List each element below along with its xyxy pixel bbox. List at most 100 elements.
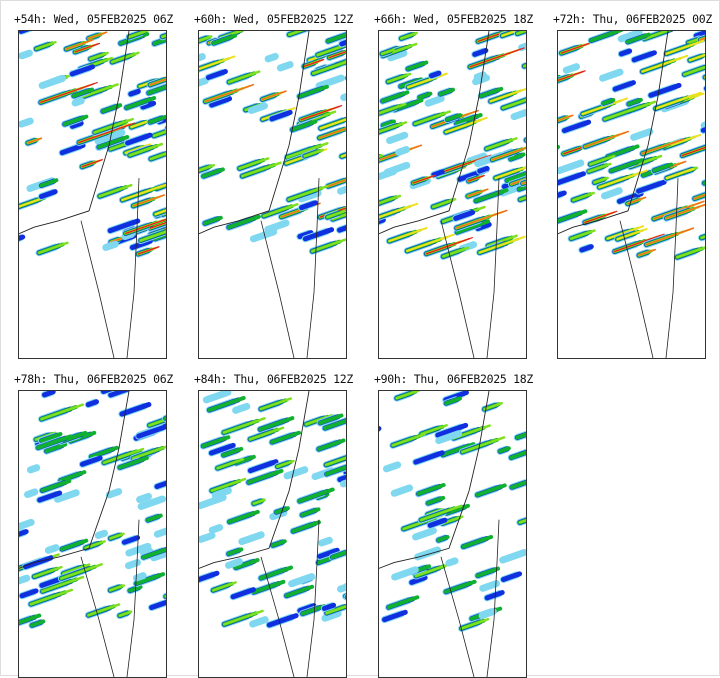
precip-band [480,168,487,171]
precip-band [208,71,225,77]
precip-band [399,150,407,153]
precip-band [19,578,27,581]
precip-band [428,99,441,104]
panel-title: +78h: Thu, 06FEB2025 06Z [14,372,173,386]
precip-band [340,477,346,480]
precip-band [287,470,305,476]
precip-band [251,106,264,111]
precip-band [522,44,526,47]
precip-band [449,561,455,563]
precip-band [75,101,81,103]
precip-band [386,465,397,469]
precip-band [582,247,592,250]
panel-title: +84h: Thu, 06FEB2025 12Z [194,372,353,386]
precip-band [201,536,212,540]
precip-band [19,522,31,528]
precip-band [322,540,330,543]
precip-band [704,120,705,125]
precipitation-map [18,390,167,678]
precip-band [344,89,346,97]
precip-band [585,132,628,147]
precip-band [341,587,346,589]
precip-band [128,563,137,566]
precip-band [647,228,694,244]
precip-band [137,576,144,578]
precip-band [621,51,629,54]
precip-band [342,41,346,44]
precip-band [324,605,333,608]
precip-band [615,83,633,89]
precip-band [228,562,239,566]
precip-band [268,56,275,59]
precip-band [253,232,273,239]
precip-band [434,172,443,175]
precipitation-map [18,30,167,359]
precip-band [585,211,617,222]
precip-band [341,188,346,191]
precip-band [42,78,62,85]
precip-band [431,73,439,76]
panel-title: +90h: Thu, 06FEB2025 18Z [374,372,533,386]
border-line [666,178,678,358]
precip-band [302,509,318,515]
precip-band [28,492,35,495]
border-line [487,178,499,358]
border-line [261,221,294,358]
precip-band [199,81,205,84]
precip-band [88,402,96,405]
precip-band [487,593,502,598]
precip-band [199,57,202,62]
precip-band [72,67,92,74]
precip-band [233,590,253,597]
precip-band [88,604,119,615]
precip-band [21,121,30,124]
precip-band [62,145,83,152]
panel-title: +60h: Wed, 05FEB2025 12Z [194,12,353,26]
precip-band [109,492,118,495]
panel-title: +72h: Thu, 06FEB2025 00Z [553,12,712,26]
precip-band [253,620,266,624]
precip-band [42,405,83,419]
precip-band [215,491,228,496]
precip-band [605,107,641,119]
precip-band [157,527,166,535]
precip-band [260,418,292,429]
border-line [441,221,474,358]
precip-band [98,533,104,535]
precipitation-map [198,30,347,359]
precip-band [100,185,131,196]
precip-band [514,112,526,116]
precip-band [319,78,341,86]
precipitation-map [378,390,527,678]
precip-band [200,498,223,506]
precip-band [603,72,620,78]
precip-band [48,548,56,551]
precipitation-map [557,30,706,359]
precip-band [30,468,36,470]
precip-band [131,91,139,94]
precip-band [503,553,524,560]
precip-band [416,531,434,537]
precip-band [106,244,115,247]
border-line [307,520,319,677]
precip-band [634,53,654,60]
precip-band [236,406,247,410]
precip-band [390,135,405,140]
precip-band [280,65,290,68]
precip-band [561,42,594,53]
precip-band [503,574,519,580]
precip-band [393,434,425,445]
precip-band [384,612,405,619]
precip-band [634,132,650,138]
precip-band [212,528,219,531]
precip-band [44,392,53,395]
precip-band [394,488,409,493]
precip-band [559,163,581,171]
precip-band [205,218,221,224]
precip-band [268,223,286,229]
precip-band [482,612,493,616]
precipitation-map [378,30,527,359]
panel-title: +66h: Wed, 05FEB2025 18Z [374,12,533,26]
precipitation-map [198,390,347,678]
precip-band [418,550,438,557]
